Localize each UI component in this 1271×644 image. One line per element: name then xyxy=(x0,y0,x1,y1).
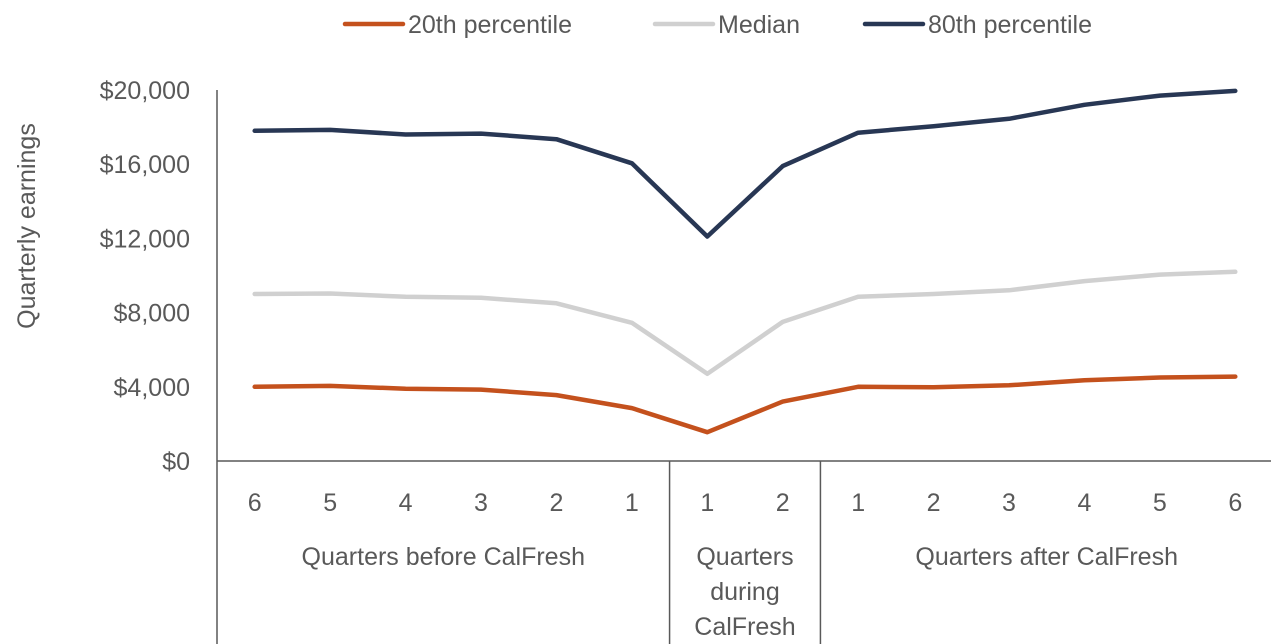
x-tick-label: 1 xyxy=(700,489,714,517)
x-tick-label: 4 xyxy=(399,489,413,517)
x-tick-label: 6 xyxy=(248,489,262,517)
x-tick-label: 5 xyxy=(1153,489,1167,517)
y-tick-label: $0 xyxy=(162,448,190,476)
y-tick-label: $8,000 xyxy=(114,300,190,328)
series-line-20th-percentile xyxy=(252,374,1238,435)
x-tick-label: 2 xyxy=(927,489,941,517)
x-group-label: Quarters after CalFresh xyxy=(915,543,1178,571)
x-group-label: Quarters xyxy=(696,543,793,571)
x-group-label: CalFresh xyxy=(694,613,795,641)
legend-label: 20th percentile xyxy=(408,11,572,39)
x-tick-label: 1 xyxy=(625,489,639,517)
y-tick-label: $12,000 xyxy=(100,225,190,253)
x-tick-label: 5 xyxy=(323,489,337,517)
series-line-median xyxy=(252,269,1238,377)
x-tick-label: 2 xyxy=(776,489,790,517)
x-group-label: during xyxy=(710,578,780,606)
x-tick-label: 3 xyxy=(474,489,488,517)
x-tick-label: 4 xyxy=(1077,489,1091,517)
legend-label: 80th percentile xyxy=(928,11,1092,39)
x-tick-label: 1 xyxy=(851,489,865,517)
legend-label: Median xyxy=(718,11,800,39)
series-line-80th-percentile xyxy=(252,88,1238,239)
y-tick-label: $16,000 xyxy=(100,151,190,179)
y-tick-label: $20,000 xyxy=(100,77,190,105)
x-tick-label: 6 xyxy=(1228,489,1242,517)
x-tick-label: 3 xyxy=(1002,489,1016,517)
y-axis-label: Quarterly earnings xyxy=(13,123,41,329)
y-tick-label: $4,000 xyxy=(114,374,190,402)
x-tick-label: 2 xyxy=(549,489,563,517)
x-group-label: Quarters before CalFresh xyxy=(302,543,585,571)
